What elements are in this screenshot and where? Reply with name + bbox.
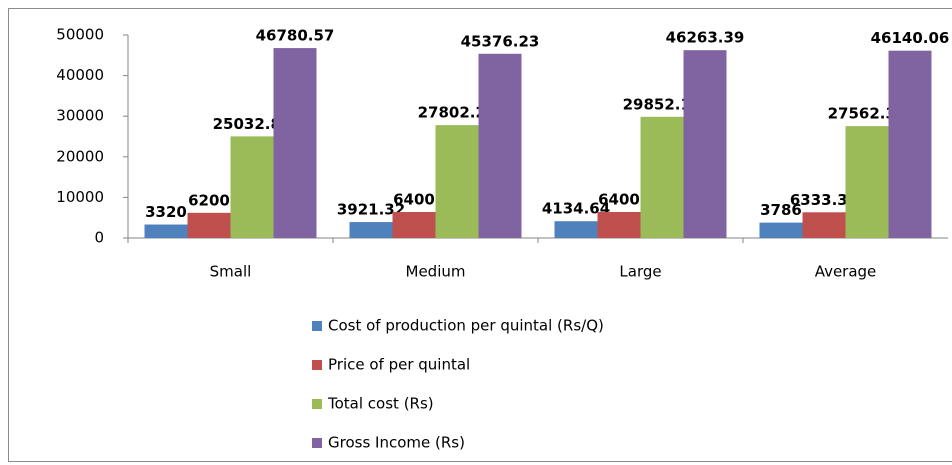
y-tick-label: 50000 bbox=[56, 26, 104, 44]
data-label: 4134.64 bbox=[542, 200, 610, 218]
data-label: 6200 bbox=[188, 191, 230, 209]
bar bbox=[683, 50, 727, 238]
data-label: 27802.22 bbox=[418, 104, 497, 122]
y-tick-label: 40000 bbox=[56, 66, 104, 84]
bar bbox=[554, 221, 598, 238]
legend-label: Price of per quintal bbox=[328, 356, 470, 374]
legend-label: Gross Income (Rs) bbox=[328, 434, 465, 452]
bar bbox=[392, 212, 436, 238]
y-tick-label: 20000 bbox=[56, 147, 104, 165]
bar bbox=[230, 136, 274, 238]
bar bbox=[597, 212, 641, 238]
data-label: 29852.13 bbox=[623, 95, 702, 113]
data-label: 46263.39 bbox=[666, 29, 745, 47]
bar bbox=[888, 50, 932, 238]
data-label: 25032.81 bbox=[213, 115, 292, 133]
data-label: 46140.06 bbox=[871, 29, 950, 47]
legend-label: Total cost (Rs) bbox=[327, 395, 434, 413]
data-label: 45376.23 bbox=[461, 32, 540, 50]
data-label: 6333.33 bbox=[790, 191, 858, 209]
data-label: 6400 bbox=[393, 191, 435, 209]
x-tick-label: Medium bbox=[406, 263, 466, 281]
y-tick-label: 30000 bbox=[56, 107, 104, 125]
bar bbox=[640, 116, 684, 238]
bar bbox=[802, 212, 846, 238]
bar bbox=[759, 222, 803, 238]
bar bbox=[144, 224, 188, 238]
data-label: 46780.57 bbox=[256, 27, 335, 45]
data-label: 3320 bbox=[145, 203, 187, 221]
y-tick-label: 0 bbox=[94, 229, 104, 247]
legend-swatch bbox=[312, 360, 322, 370]
bar bbox=[349, 222, 393, 238]
legend-swatch bbox=[312, 438, 322, 448]
x-tick-label: Large bbox=[619, 263, 661, 281]
data-label: 3786 bbox=[760, 201, 802, 219]
bar bbox=[435, 125, 479, 238]
x-tick-label: Small bbox=[210, 263, 252, 281]
data-label: 27562.38 bbox=[828, 105, 907, 123]
bar bbox=[187, 212, 231, 238]
x-tick-label: Average bbox=[815, 263, 877, 281]
bar bbox=[478, 53, 522, 238]
legend-label: Cost of production per quintal (Rs/Q) bbox=[328, 317, 604, 335]
bar bbox=[273, 48, 317, 238]
legend-swatch bbox=[312, 399, 322, 409]
data-label: 3921.32 bbox=[337, 201, 405, 219]
bar bbox=[845, 126, 889, 238]
y-tick-label: 10000 bbox=[56, 188, 104, 206]
data-label: 6400 bbox=[598, 191, 640, 209]
legend-swatch bbox=[312, 321, 322, 331]
